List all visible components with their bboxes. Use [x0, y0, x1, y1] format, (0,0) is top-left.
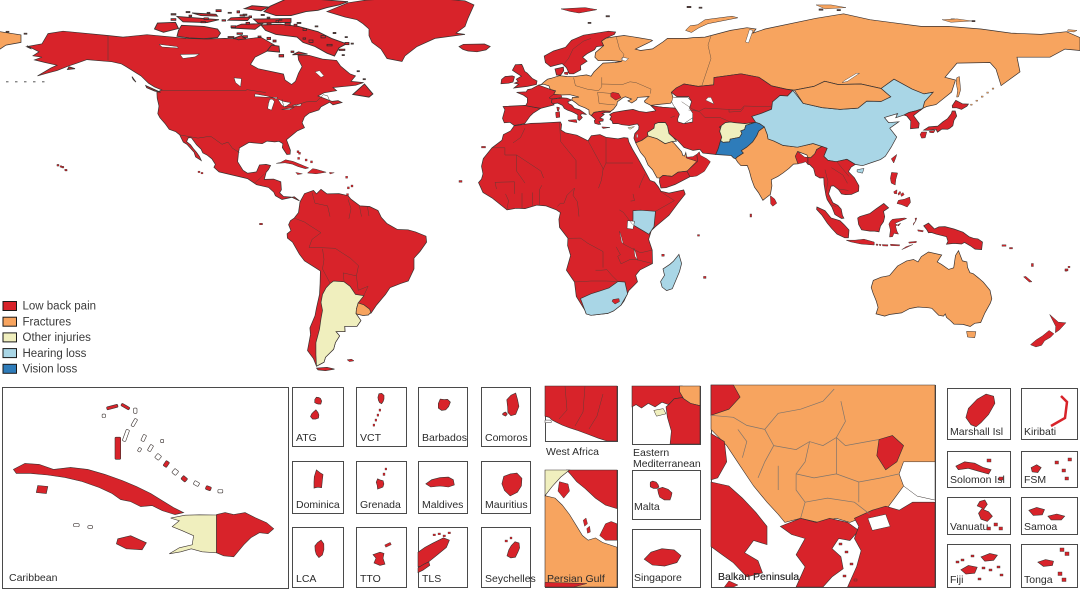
svg-text:Persian Gulf: Persian Gulf — [547, 573, 605, 585]
svg-text:Eastern: Eastern — [633, 447, 669, 459]
svg-text:FSM: FSM — [1024, 474, 1046, 486]
svg-text:Fractures: Fractures — [23, 316, 72, 328]
svg-text:TLS: TLS — [422, 573, 441, 585]
svg-text:Seychelles: Seychelles — [485, 573, 536, 585]
svg-text:Grenada: Grenada — [360, 499, 401, 511]
svg-text:Vanuatu: Vanuatu — [950, 521, 988, 533]
svg-text:VCT: VCT — [360, 432, 382, 444]
svg-text:LCA: LCA — [296, 573, 316, 585]
svg-text:West Africa: West Africa — [546, 446, 599, 458]
svg-text:Kiribati: Kiribati — [1024, 426, 1056, 438]
svg-text:Comoros: Comoros — [485, 432, 528, 444]
svg-text:Barbados: Barbados — [422, 432, 467, 444]
svg-text:TTO: TTO — [360, 573, 381, 585]
svg-text:Hearing loss: Hearing loss — [23, 348, 87, 360]
svg-text:Mediterranean: Mediterranean — [633, 458, 701, 470]
svg-text:Malta: Malta — [634, 501, 660, 513]
svg-text:Solomon Isl: Solomon Isl — [950, 474, 1005, 486]
svg-text:Marshall Isl: Marshall Isl — [950, 426, 1003, 438]
svg-text:Maldives: Maldives — [422, 499, 463, 511]
svg-text:Samoa: Samoa — [1024, 521, 1057, 533]
svg-text:Low back pain: Low back pain — [23, 301, 97, 313]
svg-text:Vision loss: Vision loss — [23, 364, 78, 376]
svg-text:Other injuries: Other injuries — [23, 332, 92, 344]
svg-text:ATG: ATG — [296, 432, 317, 444]
svg-text:Balkan Peninsula: Balkan Peninsula — [718, 571, 799, 583]
svg-text:Dominica: Dominica — [296, 499, 340, 511]
svg-text:Fiji: Fiji — [950, 574, 963, 586]
svg-text:Singapore: Singapore — [634, 572, 682, 584]
svg-text:Balkan Peninsula: Balkan Peninsula — [718, 571, 799, 583]
svg-text:Tonga: Tonga — [1024, 574, 1053, 586]
svg-text:Mauritius: Mauritius — [485, 499, 528, 511]
svg-text:Caribbean: Caribbean — [9, 572, 58, 584]
